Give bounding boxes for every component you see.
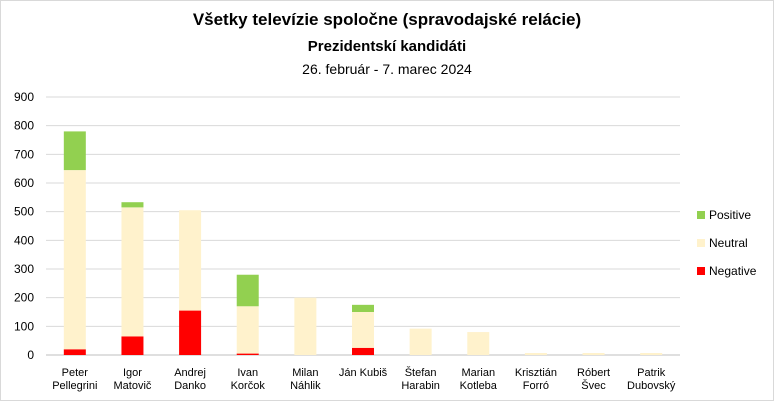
- x-tick-label: Andrej Danko: [174, 367, 206, 392]
- legend-label: Neutral: [709, 236, 748, 250]
- bar-segment-negative: [352, 347, 374, 355]
- legend-swatch: [697, 211, 705, 219]
- legend-label: Negative: [709, 264, 757, 278]
- x-tick-label: Krisztián Forró: [515, 367, 557, 392]
- bar-segment-positive: [121, 202, 144, 208]
- y-tick-label: 900: [14, 90, 34, 104]
- x-tick-label: Štefan Harabin: [401, 366, 440, 392]
- bar-segment-neutral: [582, 352, 605, 355]
- chart-date-range: 26. február - 7. marec 2024: [302, 61, 472, 77]
- x-tick-label: Peter Pellegrini: [52, 367, 97, 392]
- y-tick-label: 200: [14, 291, 34, 305]
- bar-segment-positive: [236, 274, 259, 307]
- x-tick-label: Patrik Dubovský: [627, 367, 676, 392]
- bar-segment-neutral: [524, 352, 547, 355]
- legend-swatch: [697, 239, 705, 247]
- bar-segment-neutral: [352, 312, 374, 348]
- chart-subtitle: Prezidentskí kandidáti: [307, 38, 467, 55]
- y-tick-label: 700: [14, 147, 34, 161]
- bar-segment-negative: [236, 353, 259, 355]
- bar-segment-positive: [352, 304, 374, 312]
- x-tick-label: Ján Kubiš: [339, 367, 388, 379]
- x-tick-label: Ivan Korčok: [231, 367, 266, 392]
- bar-segment-negative: [121, 336, 144, 355]
- bar-segment-neutral: [294, 297, 317, 355]
- x-tick-label: Róbert Švec: [577, 367, 610, 392]
- bar-segment-neutral: [640, 352, 663, 355]
- legend-label: Positive: [709, 208, 752, 222]
- bar-segment-negative: [179, 310, 202, 355]
- y-tick-label: 800: [14, 119, 34, 133]
- x-tick-label: Igor Matovič: [114, 367, 152, 392]
- x-tick-label: Milan Náhlik: [290, 367, 321, 392]
- bar-segment-neutral: [179, 210, 202, 311]
- x-tick-label: Marian Kotleba: [460, 367, 498, 392]
- bar-segment-neutral: [236, 306, 259, 354]
- y-tick-label: 100: [14, 319, 34, 333]
- chart-title: Všetky televízie spoločne (spravodajské …: [192, 10, 582, 29]
- bar-segment-neutral: [409, 328, 432, 355]
- y-tick-label: 300: [14, 262, 34, 276]
- bar-segment-neutral: [467, 332, 490, 355]
- bar-segment-neutral: [63, 170, 86, 350]
- y-tick-label: 400: [14, 233, 34, 247]
- bar-segment-negative: [63, 349, 86, 355]
- y-tick-label: 600: [14, 176, 34, 190]
- legend-swatch: [697, 267, 705, 275]
- y-tick-label: 0: [27, 348, 34, 362]
- y-tick-label: 500: [14, 205, 34, 219]
- bar-segment-neutral: [121, 207, 144, 337]
- bar-segment-positive: [63, 131, 86, 171]
